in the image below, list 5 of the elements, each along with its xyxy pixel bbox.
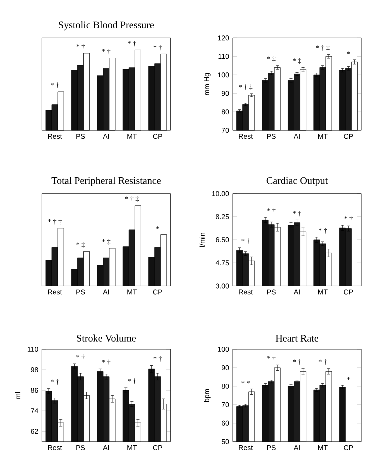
chart-title: Total Peripheral Resistance: [52, 177, 162, 186]
chart-title: Stroke Volume: [77, 334, 136, 342]
chart-title: Systolic Blood Pressure: [59, 21, 154, 31]
chart-title: Cardiac Output: [267, 177, 328, 186]
chart-title: Heart Rate: [276, 335, 319, 342]
